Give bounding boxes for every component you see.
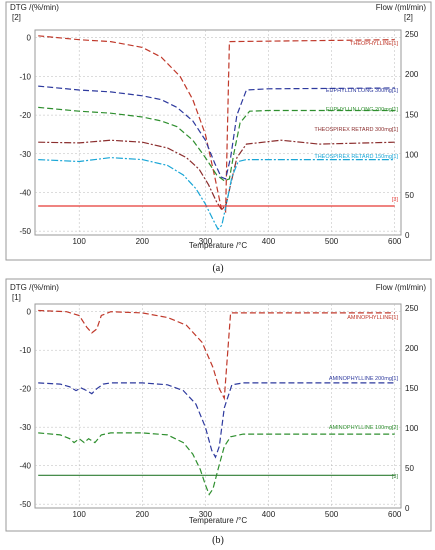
- x-tick-label: 500: [325, 237, 339, 246]
- plot-area: [34, 29, 402, 236]
- y-left-title: DTG /(%/min): [10, 3, 59, 12]
- x-tick-label: 100: [72, 510, 86, 519]
- y-left-marker: [1]: [12, 293, 21, 302]
- legend-entry: THEOSPIREX RETARD 150mg[1]: [314, 154, 398, 160]
- tick-labels: 100 200 300 400 500 6000-10-20-30-40-50250200…: [19, 304, 418, 519]
- legend-entry: THEOPHYLLINE[1]: [350, 41, 398, 47]
- y-right-tick-label: 200: [405, 344, 419, 353]
- series-line: [38, 85, 395, 180]
- series-line: [38, 156, 395, 231]
- panel-b: DTG /(%/min) [1] Flow /(ml/min) AMINOPHY…: [5, 278, 432, 532]
- x-tick-label: 300: [199, 510, 213, 519]
- legend-entry: THEOSPIREX RETARD 300mg[1]: [314, 127, 398, 133]
- x-tick-label: 400: [262, 237, 276, 246]
- y-left-title: DTG /(%/min): [10, 283, 59, 292]
- y-left-tick-label: -10: [19, 346, 31, 355]
- y-left-tick-label: -30: [19, 150, 31, 159]
- panel-a: DTG /(%/min) [2] Flow /(ml/min) [2] THEO…: [5, 1, 432, 261]
- legend-entry: AMINOPHYLLINE[1]: [347, 315, 398, 321]
- legend-entry: [3]: [392, 197, 399, 203]
- y-right-title: Flow /(ml/min): [376, 283, 427, 292]
- legend: AMINOPHYLLINE[1] AMINOPHYLLINE 200mg[1] AM…: [329, 315, 399, 480]
- y-left-tick-label: -30: [19, 423, 31, 432]
- y-left-tick-label: -50: [19, 227, 31, 236]
- tick-labels: 100 200 300 400 500 6000-10-20-30-40-50250200…: [19, 30, 418, 246]
- y-right-tick-label: 50: [405, 191, 414, 200]
- y-left-tick-label: -50: [19, 500, 31, 509]
- x-tick-label: 600: [388, 510, 402, 519]
- legend-entry: EUPHYLLIN LONG 300mg[1]: [326, 88, 399, 94]
- y-right-tick-label: 200: [405, 70, 419, 79]
- panel-label-b: (b): [212, 535, 224, 546]
- y-left-marker: [2]: [12, 13, 21, 22]
- y-right-tick-label: 150: [405, 384, 419, 393]
- x-tick-label: 200: [136, 510, 150, 519]
- series-line: [38, 139, 395, 211]
- y-right-tick-label: 50: [405, 464, 414, 473]
- x-tick-label: 400: [262, 510, 276, 519]
- legend-entry: [3]: [392, 474, 399, 480]
- plot-area: [34, 303, 402, 509]
- gridlines: [35, 30, 401, 235]
- y-right-title: Flow /(ml/min): [376, 3, 427, 12]
- y-left-tick-label: -40: [19, 462, 31, 471]
- legend-entry: AMINOPHYLLINE 100mg[2]: [329, 425, 399, 431]
- y-left-tick-label: -20: [19, 111, 31, 120]
- series-line: [38, 35, 395, 214]
- y-left-tick-label: 0: [27, 308, 32, 317]
- y-right-tick-label: 100: [405, 151, 419, 160]
- x-tick-label: 500: [325, 510, 339, 519]
- y-right-tick-label: 0: [405, 504, 410, 513]
- series-line: [38, 106, 395, 182]
- x-tick-label: 100: [72, 237, 86, 246]
- series-line: [38, 309, 395, 401]
- y-left-tick-label: 0: [27, 34, 32, 43]
- y-right-tick-label: 100: [405, 424, 419, 433]
- y-right-marker: [2]: [404, 13, 413, 22]
- y-right-tick-label: 250: [405, 30, 419, 39]
- legend-entry: EUPHYLLIN LONG 200mg[1]: [326, 107, 399, 113]
- x-axis-title: Temperature /°C: [189, 241, 248, 250]
- x-tick-label: 600: [388, 237, 402, 246]
- y-left-tick-label: -10: [19, 72, 31, 81]
- series-line: [38, 432, 395, 496]
- legend-entry: AMINOPHYLLINE 200mg[1]: [329, 376, 399, 382]
- y-right-tick-label: 250: [405, 304, 419, 313]
- series-lines: [38, 35, 395, 231]
- series-lines: [38, 309, 395, 496]
- legend: THEOPHYLLINE[1] EUPHYLLIN LONG 300mg[1] EU…: [314, 41, 398, 203]
- y-left-tick-label: -20: [19, 385, 31, 394]
- y-right-tick-label: 0: [405, 231, 410, 240]
- y-right-tick-label: 150: [405, 110, 419, 119]
- x-tick-label: 300: [199, 237, 213, 246]
- x-axis-title: Temperature /°C: [189, 516, 248, 525]
- panel-label-a: (a): [212, 263, 223, 274]
- y-left-tick-label: -40: [19, 188, 31, 197]
- x-tick-label: 200: [136, 237, 150, 246]
